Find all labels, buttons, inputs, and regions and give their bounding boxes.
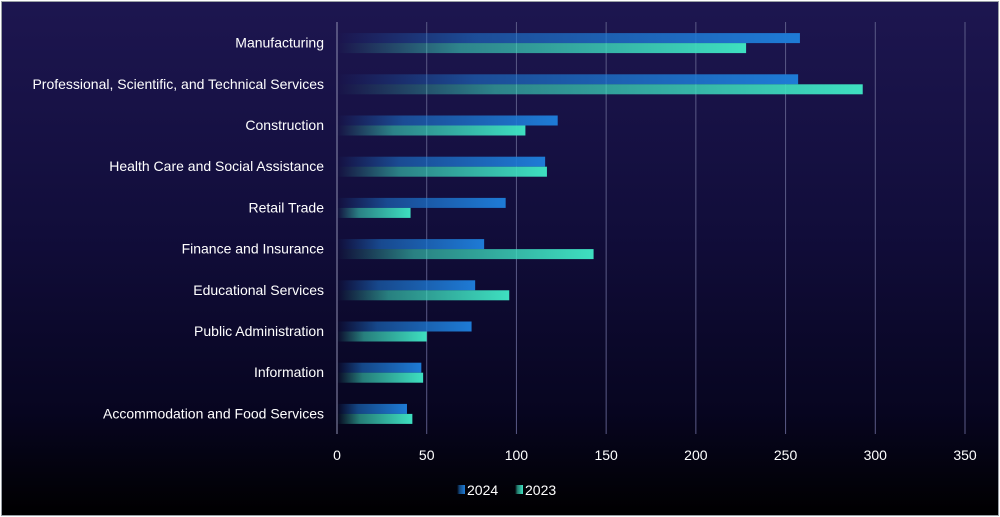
category-label-finance-and-insurance: Finance and Insurance xyxy=(182,241,325,257)
bar-2024-professional-scientific-and-technical-services xyxy=(337,74,799,85)
bar-2024-educational-services xyxy=(337,280,476,291)
legend-swatch-2024 xyxy=(457,485,465,494)
bar-2023-finance-and-insurance xyxy=(337,249,594,260)
category-label-retail-trade: Retail Trade xyxy=(249,199,325,215)
category-label-professional-scientific-and-technical-services: Professional, Scientific, and Technical … xyxy=(32,76,324,92)
bar-2024-construction xyxy=(337,115,558,126)
x-tick-label-200: 200 xyxy=(684,447,708,463)
bar-2023-accommodation-and-food-services xyxy=(337,413,413,424)
x-tick-label-100: 100 xyxy=(505,447,529,463)
bar-2024-public-administration xyxy=(337,321,472,332)
bar-2023-professional-scientific-and-technical-services xyxy=(337,84,863,95)
bars xyxy=(337,33,863,424)
category-label-health-care-and-social-assistance: Health Care and Social Assistance xyxy=(109,158,324,174)
category-labels: Manufacturing Professional, Scientific, a… xyxy=(32,35,324,422)
bar-2023-retail-trade xyxy=(337,207,411,218)
bar-2023-construction xyxy=(337,125,526,136)
category-label-construction: Construction xyxy=(245,117,324,133)
bar-2024-health-care-and-social-assistance xyxy=(337,156,546,167)
bar-2024-accommodation-and-food-services xyxy=(337,403,407,414)
bar-2024-information xyxy=(337,362,422,373)
bar-2023-health-care-and-social-assistance xyxy=(337,166,547,177)
category-label-accommodation-and-food-services: Accommodation and Food Services xyxy=(103,405,324,421)
bar-2023-manufacturing xyxy=(337,43,747,54)
bar-2023-information xyxy=(337,372,424,383)
legend: 2024 2023 xyxy=(457,482,556,498)
category-label-information: Information xyxy=(254,364,324,380)
x-tick-label-150: 150 xyxy=(594,447,618,463)
x-tick-label-0: 0 xyxy=(333,447,341,463)
x-tick-label-300: 300 xyxy=(864,447,888,463)
legend-label-2023: 2023 xyxy=(525,482,556,498)
bar-2023-public-administration xyxy=(337,331,427,342)
x-tick-label-50: 50 xyxy=(419,447,435,463)
bar-2024-retail-trade xyxy=(337,197,506,208)
bar-2023-educational-services xyxy=(337,290,510,301)
category-label-manufacturing: Manufacturing xyxy=(235,35,324,51)
bar-2024-manufacturing xyxy=(337,33,800,44)
category-label-public-administration: Public Administration xyxy=(194,323,324,339)
x-tick-label-350: 350 xyxy=(953,447,977,463)
legend-label-2024: 2024 xyxy=(467,482,498,498)
category-label-educational-services: Educational Services xyxy=(193,282,324,298)
bar-2024-finance-and-insurance xyxy=(337,239,485,250)
legend-swatch-2023 xyxy=(515,485,523,494)
x-axis-tick-labels: 0 50 100 150 200 250 300 350 xyxy=(333,447,977,463)
x-tick-label-250: 250 xyxy=(774,447,798,463)
